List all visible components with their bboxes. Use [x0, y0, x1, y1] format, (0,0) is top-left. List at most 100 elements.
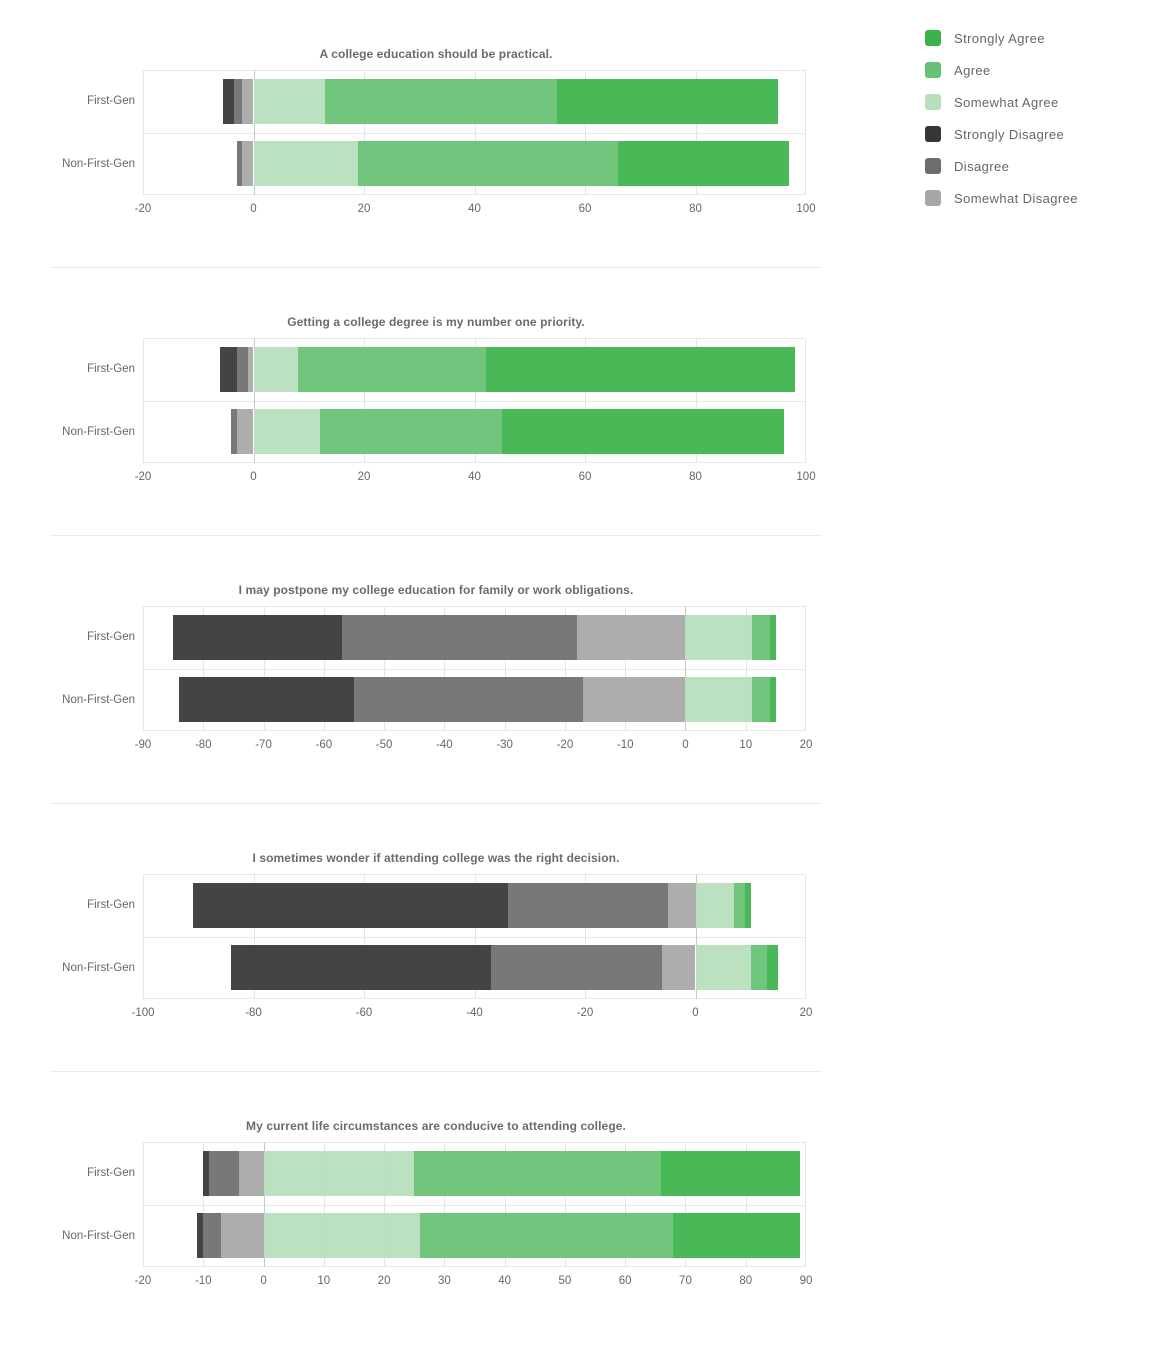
bar-segment-somewhat-disagree[interactable]	[221, 1213, 264, 1259]
bar-segment-strongly-disagree[interactable]	[192, 882, 508, 928]
x-tick-label: 30	[437, 1275, 451, 1287]
bar-segment-disagree[interactable]	[491, 945, 663, 991]
bar-segment-strongly-agree[interactable]	[557, 78, 779, 124]
bar-segment-disagree[interactable]	[341, 614, 577, 660]
gridline-vertical	[805, 1142, 806, 1267]
x-tick-label: 70	[679, 1275, 692, 1287]
bar-segment-strongly-disagree[interactable]	[231, 945, 492, 991]
bar-segment-somewhat-agree[interactable]	[685, 677, 752, 723]
bar-segment-agree[interactable]	[750, 945, 768, 991]
gridline-vertical	[323, 606, 325, 731]
x-tick-label: -100	[131, 1007, 155, 1019]
bar-segment-somewhat-agree[interactable]	[253, 78, 326, 124]
bar-segment-disagree[interactable]	[507, 882, 668, 928]
plot-area	[143, 874, 806, 999]
legend-item-strongly-disagree[interactable]: Strongly Disagree	[925, 126, 1078, 142]
legend-item-disagree[interactable]: Disagree	[925, 158, 1078, 174]
bar-segment-strongly-agree[interactable]	[745, 882, 751, 928]
x-tick-label: 60	[578, 203, 592, 215]
bar-segment-strongly-agree[interactable]	[673, 1213, 800, 1259]
category-label-first-gen: First-Gen	[87, 1167, 135, 1180]
bar-segment-disagree[interactable]	[203, 1213, 222, 1259]
x-tick-label: -60	[315, 739, 333, 751]
bar-segment-strongly-disagree[interactable]	[179, 677, 354, 723]
bar-segment-somewhat-disagree[interactable]	[662, 945, 696, 991]
bar-segment-disagree[interactable]	[231, 409, 237, 455]
x-tick-label: 20	[799, 739, 813, 751]
bar-segment-strongly-disagree[interactable]	[197, 1213, 204, 1259]
bar-segment-somewhat-agree[interactable]	[695, 882, 735, 928]
legend-label: Somewhat Disagree	[954, 190, 1078, 206]
gridline-vertical	[695, 338, 697, 463]
bar-segment-agree[interactable]	[734, 882, 746, 928]
bar-segment-somewhat-agree[interactable]	[263, 1213, 421, 1259]
x-tick-label: -20	[134, 471, 152, 483]
bar-segment-agree[interactable]	[751, 677, 770, 723]
bar-segment-somewhat-disagree[interactable]	[239, 1150, 264, 1196]
bar-segment-agree[interactable]	[297, 346, 486, 392]
bar-segment-strongly-disagree[interactable]	[203, 1150, 210, 1196]
bar-segment-somewhat-disagree[interactable]	[582, 677, 686, 723]
gridline-horizontal	[143, 730, 806, 731]
gridline-horizontal	[143, 1205, 806, 1206]
bar-segment-somewhat-agree[interactable]	[253, 409, 320, 455]
bar-segment-agree[interactable]	[420, 1213, 674, 1259]
legend-item-agree[interactable]: Agree	[925, 62, 1078, 78]
bar-segment-strongly-agree[interactable]	[769, 614, 776, 660]
bar-segment-disagree[interactable]	[353, 677, 583, 723]
bar-segment-agree[interactable]	[325, 78, 558, 124]
gridline-vertical	[474, 70, 476, 195]
bar-segment-strongly-disagree[interactable]	[223, 78, 235, 124]
bar-segment-disagree[interactable]	[209, 1150, 240, 1196]
legend-swatch	[925, 94, 941, 110]
bar-segment-strongly-agree[interactable]	[769, 677, 776, 723]
gridline-vertical	[685, 1142, 687, 1267]
x-tick-label: -40	[466, 1007, 483, 1019]
bar-segment-strongly-agree[interactable]	[618, 141, 790, 187]
bar-segment-somewhat-agree[interactable]	[253, 141, 359, 187]
x-tick-label: 60	[578, 471, 592, 483]
bar-segment-strongly-agree[interactable]	[485, 346, 795, 392]
gridline-vertical	[444, 1142, 446, 1267]
bar-segment-somewhat-agree[interactable]	[263, 1150, 415, 1196]
bar-segment-somewhat-disagree[interactable]	[576, 614, 686, 660]
bar-segment-somewhat-disagree[interactable]	[667, 882, 696, 928]
bar-segment-strongly-disagree[interactable]	[173, 614, 342, 660]
zero-axis-line	[253, 338, 255, 463]
legend-item-somewhat-disagree[interactable]: Somewhat Disagree	[925, 190, 1078, 206]
legend-item-somewhat-agree[interactable]: Somewhat Agree	[925, 94, 1078, 110]
bar-segment-somewhat-disagree[interactable]	[242, 141, 254, 187]
x-tick-label: 50	[558, 1275, 572, 1287]
gridline-vertical	[625, 606, 627, 731]
bar-segment-strongly-agree[interactable]	[502, 409, 784, 455]
gridline-vertical	[474, 338, 476, 463]
gridline-vertical	[585, 70, 586, 195]
legend-item-strongly-agree[interactable]: Strongly Agree	[925, 30, 1078, 46]
chart-title: I sometimes wonder if attending college …	[252, 851, 620, 865]
bar-segment-somewhat-agree[interactable]	[253, 346, 298, 392]
bar-segment-agree[interactable]	[319, 409, 503, 455]
bar-segment-somewhat-agree[interactable]	[685, 614, 752, 660]
bar-segment-agree[interactable]	[414, 1150, 662, 1196]
bar-segment-somewhat-disagree[interactable]	[236, 409, 254, 455]
bar-segment-strongly-disagree[interactable]	[220, 346, 237, 392]
bar-segment-agree[interactable]	[358, 141, 619, 187]
bar-segment-disagree[interactable]	[236, 141, 243, 187]
x-tick-label: 0	[250, 203, 257, 215]
x-tick-label: 20	[357, 203, 371, 215]
bar-segment-disagree[interactable]	[236, 346, 248, 392]
bar-segment-somewhat-disagree[interactable]	[242, 78, 254, 124]
x-tick-label: 20	[799, 1007, 813, 1019]
bar-segment-strongly-agree[interactable]	[661, 1150, 800, 1196]
x-tick-label: 0	[260, 1275, 267, 1287]
category-label-first-gen: First-Gen	[87, 95, 135, 108]
bar-segment-somewhat-agree[interactable]	[695, 945, 751, 991]
bar-segment-strongly-agree[interactable]	[767, 945, 779, 991]
gridline-vertical	[364, 338, 365, 463]
gridline-vertical	[143, 874, 144, 999]
bar-segment-somewhat-disagree[interactable]	[247, 346, 254, 392]
gridline-vertical	[805, 874, 806, 999]
bar-segment-disagree[interactable]	[234, 78, 243, 124]
bar-segment-agree[interactable]	[751, 614, 770, 660]
gridline-horizontal	[143, 669, 806, 670]
